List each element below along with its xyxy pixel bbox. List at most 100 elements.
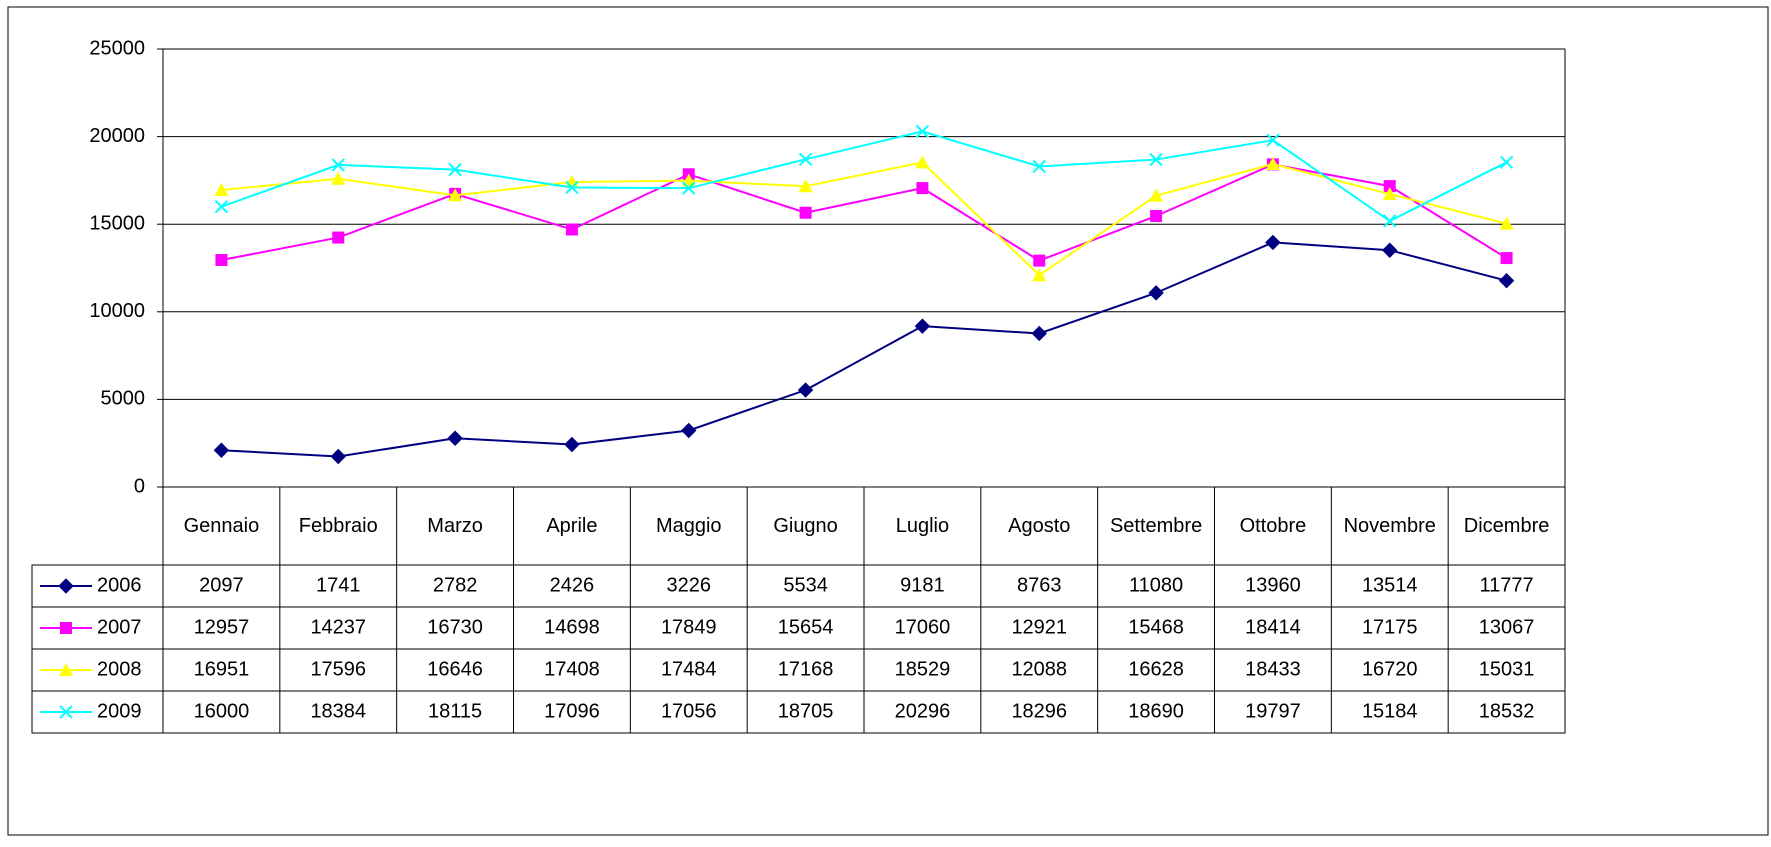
table-value: 18433 (1245, 658, 1301, 680)
marker (915, 155, 930, 169)
table-value: 12921 (1011, 616, 1067, 638)
marker (448, 162, 462, 177)
table-value: 13960 (1245, 574, 1301, 596)
table-value: 13514 (1362, 574, 1418, 596)
marker (1383, 214, 1397, 228)
table-value: 3226 (667, 574, 712, 596)
marker (797, 382, 814, 398)
table-value: 15031 (1479, 658, 1535, 680)
series (214, 124, 1514, 228)
x-tick-label: Aprile (546, 515, 598, 537)
legend-label: 2007 (97, 616, 142, 638)
marker (1033, 254, 1046, 267)
table-value: 17484 (661, 658, 717, 680)
marker (1498, 272, 1515, 289)
x-tick-cell: Febbraio (298, 515, 378, 537)
x-tick-cell: Dicembre (1464, 515, 1550, 537)
table-value: 8763 (1017, 574, 1062, 596)
x-tick-label: Settembre (1109, 515, 1203, 537)
table-value: 18705 (778, 700, 834, 722)
x-tick-cell: Ottobre (1239, 515, 1307, 537)
x-tick-cell: Giugno (773, 515, 838, 537)
table-value: 15184 (1362, 700, 1418, 722)
marker (798, 152, 813, 166)
marker (798, 179, 813, 193)
marker (914, 318, 931, 334)
x-tick-label: Agosto (1008, 515, 1071, 537)
y-tick-label: 0 (134, 475, 145, 497)
table-value: 17596 (310, 658, 366, 680)
marker (215, 253, 228, 266)
marker (214, 183, 229, 197)
x-tick-label: Novembre (1343, 515, 1436, 537)
table-value: 16951 (194, 658, 250, 680)
marker (213, 442, 230, 458)
table-value: 14698 (544, 616, 600, 638)
y-tick-label: 5000 (101, 388, 146, 410)
table-value: 16730 (427, 616, 483, 638)
table-value: 11080 (1129, 574, 1183, 596)
table-value: 17168 (778, 658, 834, 680)
table-value: 18532 (1479, 700, 1535, 722)
x-tick-label: Maggio (655, 515, 722, 537)
table-value: 15654 (778, 616, 834, 638)
marker (1499, 155, 1514, 170)
table-value: 13067 (1479, 616, 1535, 638)
marker (331, 171, 346, 185)
marker (1265, 157, 1280, 171)
series-line (221, 130, 1508, 223)
legend-label: 2006 (97, 574, 142, 596)
marker (1499, 216, 1514, 230)
marker (565, 180, 579, 195)
table-value: 17408 (544, 658, 600, 680)
marker (1500, 252, 1513, 265)
marker (58, 578, 74, 594)
table-value: 16000 (194, 700, 250, 722)
table-value: 17175 (1362, 616, 1418, 638)
marker (1031, 325, 1047, 342)
y-tick-label: 15000 (89, 212, 145, 234)
marker (214, 199, 229, 214)
x-tick-label: Febbraio (298, 515, 378, 537)
table-value: 18529 (895, 658, 951, 680)
y-tick-label: 10000 (89, 300, 145, 322)
marker (1266, 133, 1280, 147)
table-value: 12957 (194, 616, 250, 638)
x-tick-label: Ottobre (1239, 515, 1307, 537)
table-value: 2426 (550, 574, 595, 596)
x-tick-label: Gennaio (183, 515, 260, 537)
marker (59, 663, 73, 676)
table-value: 17096 (544, 700, 600, 722)
legend-label: 2009 (97, 700, 142, 722)
table-value: 5534 (783, 574, 828, 596)
marker (60, 622, 72, 634)
table-value: 9181 (900, 574, 945, 596)
x-tick-cell: Gennaio (183, 515, 260, 537)
table-value: 16628 (1128, 658, 1184, 680)
marker (1382, 187, 1397, 201)
table-value: 16720 (1362, 658, 1418, 680)
table-value: 12088 (1011, 658, 1067, 680)
marker (682, 181, 696, 195)
marker (1149, 152, 1163, 167)
series (213, 234, 1515, 465)
x-tick-label: Giugno (773, 515, 838, 537)
table-value: 18296 (1011, 700, 1067, 722)
marker (565, 223, 578, 236)
series (214, 155, 1514, 282)
y-tick-label: 20000 (89, 125, 145, 147)
table-value: 16646 (427, 658, 483, 680)
marker (1150, 210, 1163, 223)
marker (331, 158, 345, 172)
series-line (221, 161, 1507, 277)
x-tick-label: Luglio (895, 515, 950, 537)
table-value: 15468 (1128, 616, 1184, 638)
table-value: 18384 (310, 700, 366, 722)
x-tick-cell: Novembre (1343, 515, 1436, 537)
x-tick-cell: Maggio (655, 515, 722, 537)
marker (1265, 234, 1281, 251)
marker (1032, 268, 1047, 282)
table-value: 18115 (428, 700, 482, 722)
marker (564, 436, 580, 453)
